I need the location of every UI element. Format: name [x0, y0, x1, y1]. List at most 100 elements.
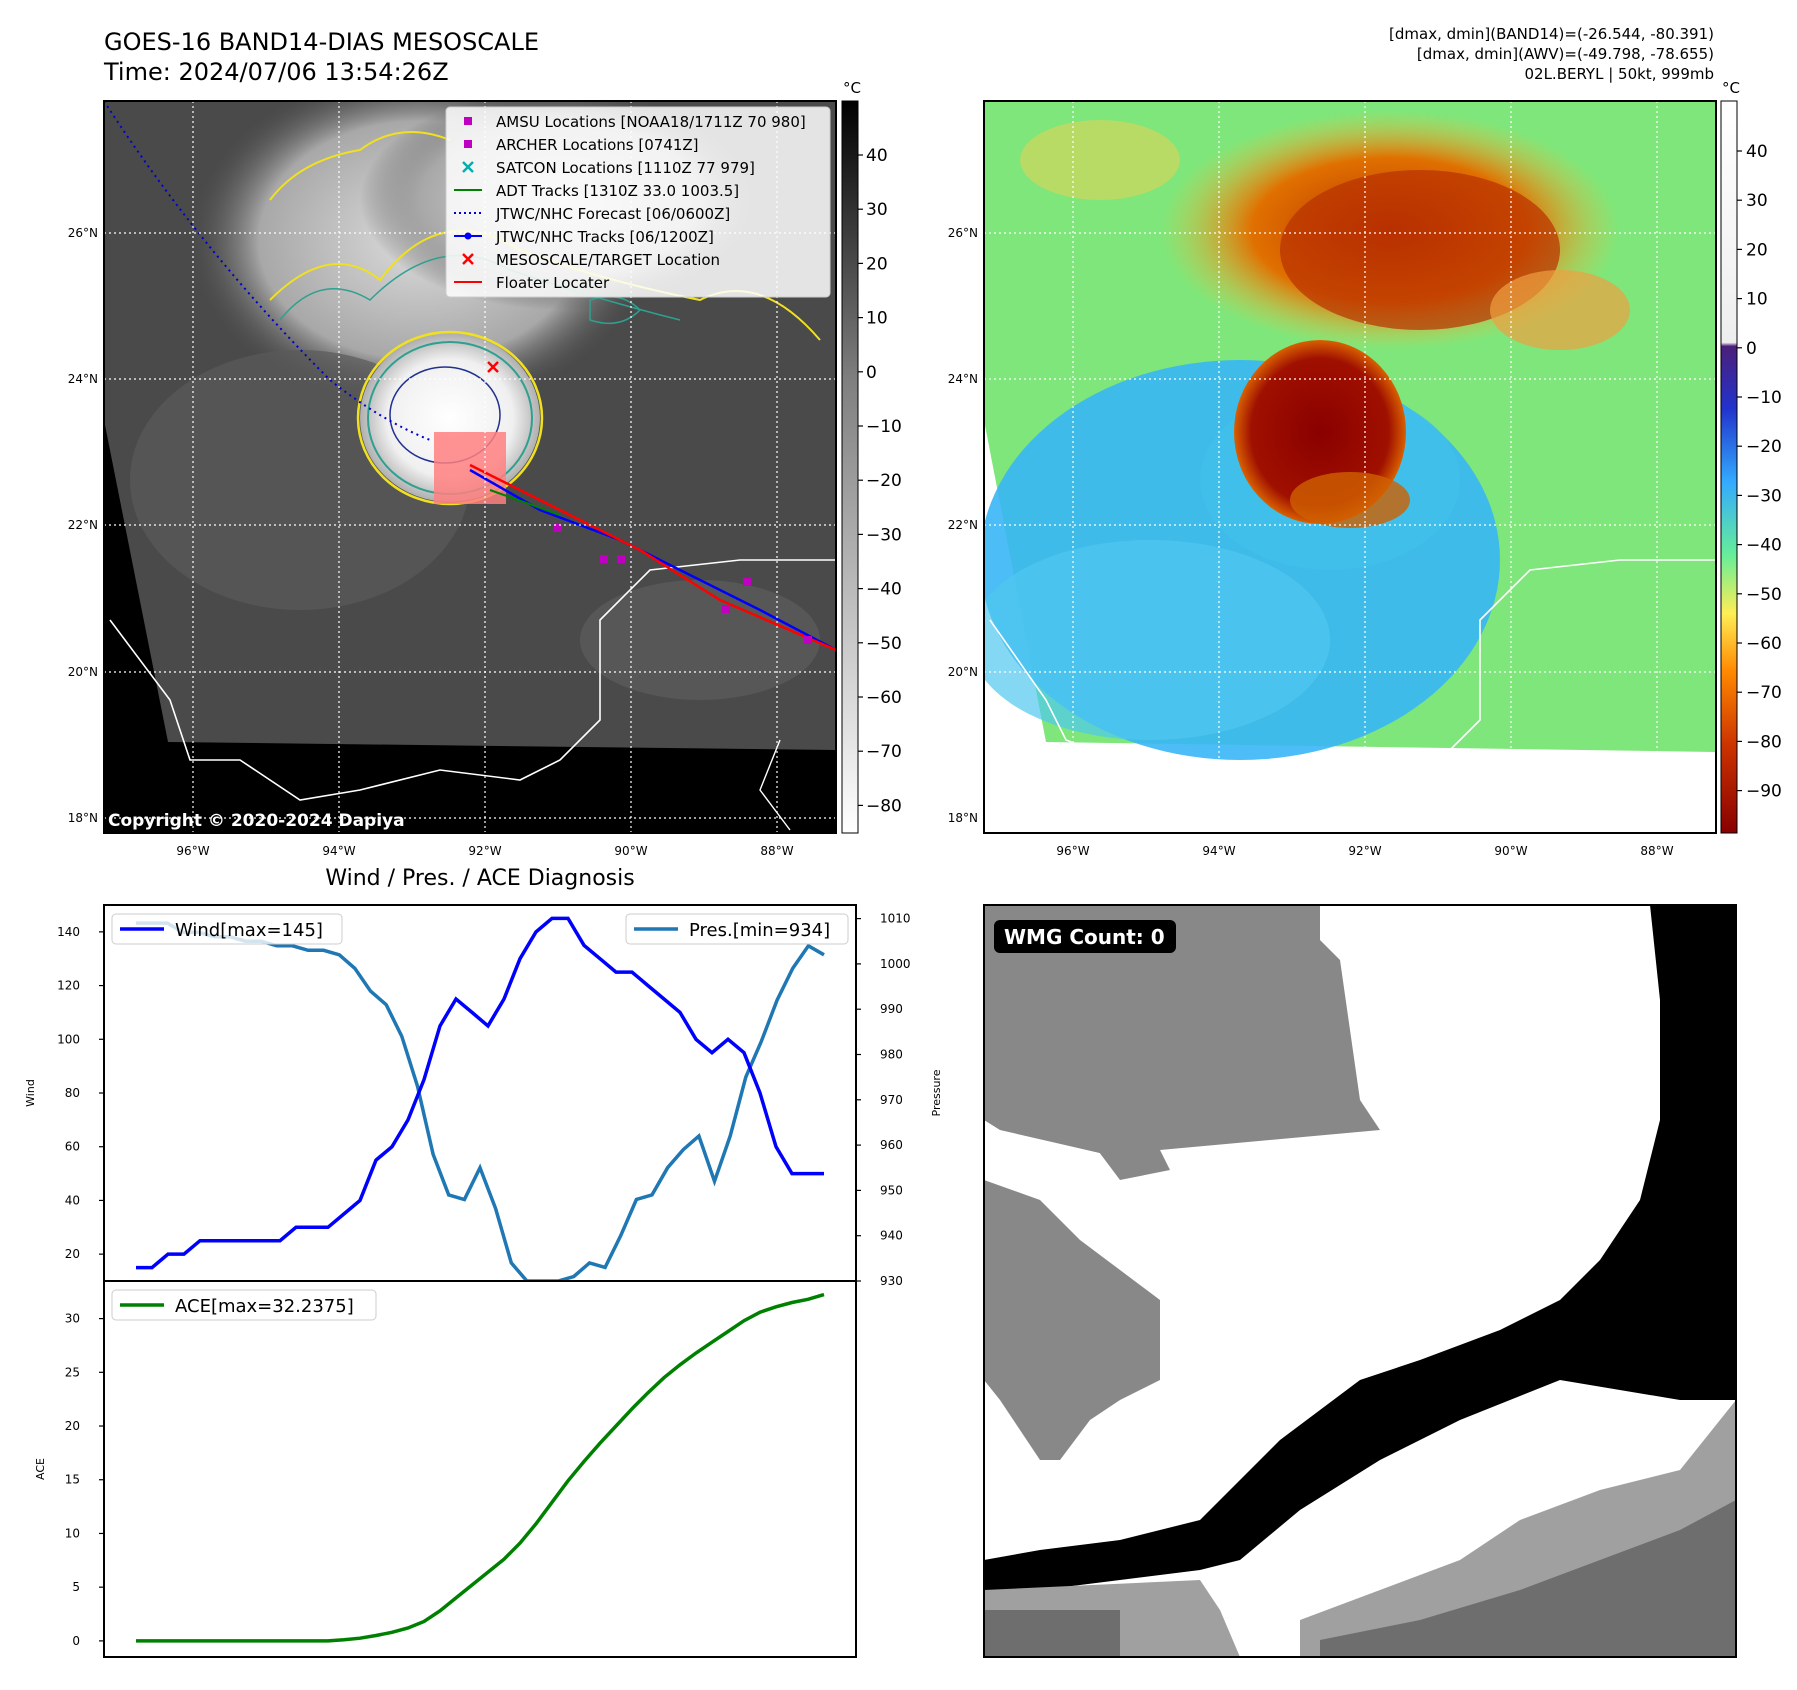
ace-axis-tick-label: 0 [72, 1634, 80, 1648]
lat-tick-label: 26°N [948, 226, 978, 240]
pres-axis-tick-label: 990 [880, 1002, 903, 1016]
ace-axis-tick-label: 10 [65, 1526, 80, 1540]
colorbar-left-tick-label: −20 [866, 471, 902, 491]
wind-legend-box: Wind[max=145] [111, 913, 343, 945]
legend-item-archer: ARCHER Locations [0741Z] [496, 136, 699, 154]
header-info-line2: [dmax, dmin](AWV)=(-49.798, -78.655) [1417, 45, 1714, 63]
ace-axis-tick-label: 25 [65, 1365, 80, 1379]
colorbar-right-unit: °C [1722, 79, 1740, 97]
pres-ylabel: Pressure [930, 1069, 943, 1116]
colorbar-right-tick-label: −10 [1746, 388, 1782, 408]
colorbar-left-tick-label: 0 [866, 363, 877, 383]
ace-legend-label: ACE[max=32.2375] [175, 1296, 354, 1317]
lon-tick-label: 88°W [1640, 844, 1673, 858]
colorbar-left-tick-label: 10 [866, 309, 888, 329]
colorbar-right-tick-label: 10 [1746, 290, 1768, 310]
map-tick-labels: 26°N 26°N 24°N 24°N 22°N 22°N 20°N 20°N 18°N 18°N… [68, 226, 1674, 858]
colorbar-right-tick-label: 40 [1746, 142, 1768, 162]
wind-series-line [136, 916, 824, 1270]
map-legend: AMSU Locations [NOAA18/1711Z 70 980] ARC… [445, 106, 831, 298]
wind-legend-label: Wind[max=145] [175, 920, 323, 941]
ace-ylabel: ACE [34, 1458, 47, 1480]
pres-axis-tick-label: 1000 [880, 957, 911, 971]
map-copyright: Copyright © 2020-2024 Dapiya [108, 811, 405, 831]
lat-tick-label: 20°N [948, 665, 978, 679]
ace-series-line [136, 1292, 825, 1643]
colorbar-right-tick-label: −50 [1746, 585, 1782, 605]
colorbar-left-tick-label: −80 [866, 796, 902, 816]
pres-legend-label: Pres.[min=934] [689, 920, 830, 941]
pres-axis-tick-label: 970 [880, 1093, 903, 1107]
colorbar-left-tick-label: −30 [866, 525, 902, 545]
ace-axis-tick-label: 5 [72, 1580, 80, 1594]
wind-axis-tick-label: 100 [57, 1032, 80, 1046]
wind-axis-tick-label: 120 [57, 979, 80, 993]
wind-ylabel: Wind [24, 1079, 37, 1107]
colorbar-right: °C 40 30 20 10 0 −10 −20 −30 −40 −50 −60 −70 −80 −90 [1720, 79, 1782, 834]
lon-tick-label: 92°W [1348, 844, 1381, 858]
colorbar-right-tick-label: −20 [1746, 437, 1782, 457]
lat-tick-label: 18°N [68, 811, 98, 825]
pres-axis-tick-label: 960 [880, 1138, 903, 1152]
wind-axis-tick-label: 140 [57, 925, 80, 939]
legend-item-adt: ADT Tracks [1310Z 33.0 1003.5] [496, 182, 739, 200]
ace-panel: 30 25 20 15 10 5 0 ACE ACE[max=32.2375] [34, 1280, 857, 1658]
pres-axis-tick-label: 950 [880, 1183, 903, 1197]
lon-tick-label: 92°W [468, 844, 501, 858]
lat-tick-label: 18°N [948, 811, 978, 825]
diag-title: Wind / Pres. / ACE Diagnosis [325, 866, 634, 891]
colorbar-left-tick-label: 20 [866, 254, 888, 274]
wind-axis-tick-label: 60 [65, 1140, 80, 1154]
legend-item-satcon: SATCON Locations [1110Z 77 979] [496, 159, 755, 177]
legend-item-mesoscale: MESOSCALE/TARGET Location [496, 251, 720, 269]
lat-tick-label: 20°N [68, 665, 98, 679]
colorbar-left-tick-label: 30 [866, 200, 888, 220]
header-title-line2: Time: 2024/07/06 13:54:26Z [103, 58, 449, 86]
colorbar-left-tick-label: −50 [866, 634, 902, 654]
lon-tick-label: 90°W [1494, 844, 1527, 858]
lat-tick-label: 24°N [68, 372, 98, 386]
colorbar-right-tick-label: −40 [1746, 536, 1782, 556]
wind-axis-tick-label: 80 [65, 1086, 80, 1100]
colorbar-left-tick-label: −10 [866, 417, 902, 437]
colorbar-right-tick-label: −80 [1746, 732, 1782, 752]
wmg-panel: WMG Count: 0 [983, 904, 1737, 1658]
ace-axis-tick-label: 30 [65, 1312, 80, 1326]
pres-axis-tick-label: 930 [880, 1274, 903, 1288]
colorbar-right-tick-label: −90 [1746, 782, 1782, 802]
legend-item-tracks: JTWC/NHC Tracks [06/1200Z] [495, 228, 714, 246]
colorbar-right-tick-label: −60 [1746, 634, 1782, 654]
lon-tick-label: 94°W [1202, 844, 1235, 858]
colorbar-right-tick-label: 20 [1746, 240, 1768, 260]
ace-axis-tick-label: 15 [65, 1473, 80, 1487]
colorbar-left-tick-label: −70 [866, 742, 902, 762]
colorbar-left-tick-label: −60 [866, 688, 902, 708]
wind-axis-tick-label: 20 [65, 1247, 80, 1261]
legend-markers [454, 117, 482, 283]
pres-axis-tick-label: 1010 [880, 912, 911, 926]
colorbar-right-tick-label: −30 [1746, 486, 1782, 506]
header-info-line1: [dmax, dmin](BAND14)=(-26.544, -80.391) [1389, 25, 1714, 43]
colorbar-right-tick-label: 0 [1746, 339, 1757, 359]
colorbar-left-unit: °C [843, 79, 861, 97]
lat-tick-label: 22°N [948, 518, 978, 532]
pres-legend-box: Pres.[min=934] [625, 913, 849, 945]
legend-item-floater: Floater Locater [496, 274, 610, 292]
lon-tick-label: 90°W [614, 844, 647, 858]
legend-item-forecast: JTWC/NHC Forecast [06/0600Z] [495, 205, 730, 223]
wind-axis-tick-label: 40 [65, 1193, 80, 1207]
lon-tick-label: 88°W [760, 844, 793, 858]
lon-tick-label: 94°W [322, 844, 355, 858]
header-info-line3: 02L.BERYL | 50kt, 999mb [1524, 65, 1714, 83]
lat-tick-label: 22°N [68, 518, 98, 532]
lat-tick-label: 26°N [68, 226, 98, 240]
color-map-panel [983, 100, 1717, 834]
colorbar-left-tick-label: 40 [866, 146, 888, 166]
colorbar-left: °C 40 30 20 10 0 −10 −20 −30 −40 −50 −60 −70 −80 [841, 79, 902, 834]
ace-axis-tick-label: 20 [65, 1419, 80, 1433]
wmg-count-label: WMG Count: 0 [1004, 925, 1165, 949]
lon-tick-label: 96°W [176, 844, 209, 858]
lat-tick-label: 24°N [948, 372, 978, 386]
colorbar-left-tick-label: −40 [866, 580, 902, 600]
